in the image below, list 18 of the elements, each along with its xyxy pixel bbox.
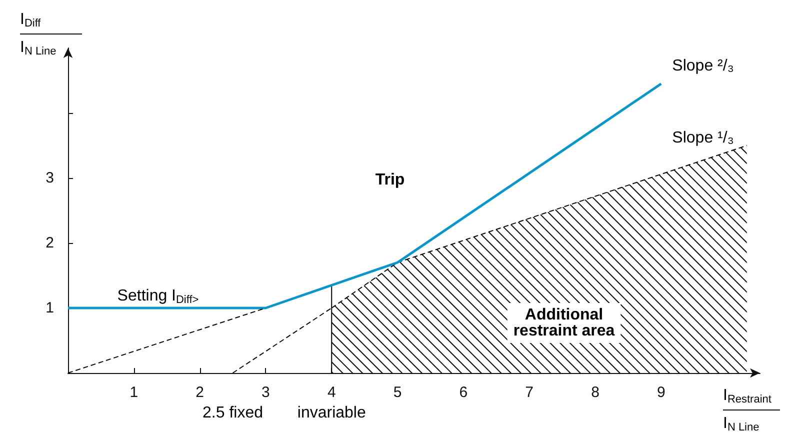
x-tick-label: 7 [525,384,534,401]
x-tick-label: 4 [327,384,336,401]
annotation: Additional restraint area [513,306,615,340]
y-tick-label: 1 [46,300,54,316]
x-tick-label: 2 [196,384,204,401]
annotation: 2.5 fixed [202,404,264,422]
x-tick-label: 6 [459,384,468,401]
y-tick-label: 3 [46,170,54,186]
x-tick-label: 3 [262,384,270,401]
annotation: invariable [297,404,366,422]
annotation: Slope ²/₃ [672,58,734,74]
annotation: Trip [375,172,405,188]
x-tick-label: 1 [130,384,138,401]
x-tick-label: 8 [591,384,600,401]
y-tick-label: 2 [46,234,54,252]
x-tick-label: 9 [656,384,666,401]
x-tick-label: 5 [393,384,402,401]
annotation: Slope ¹/₃ [672,130,734,146]
